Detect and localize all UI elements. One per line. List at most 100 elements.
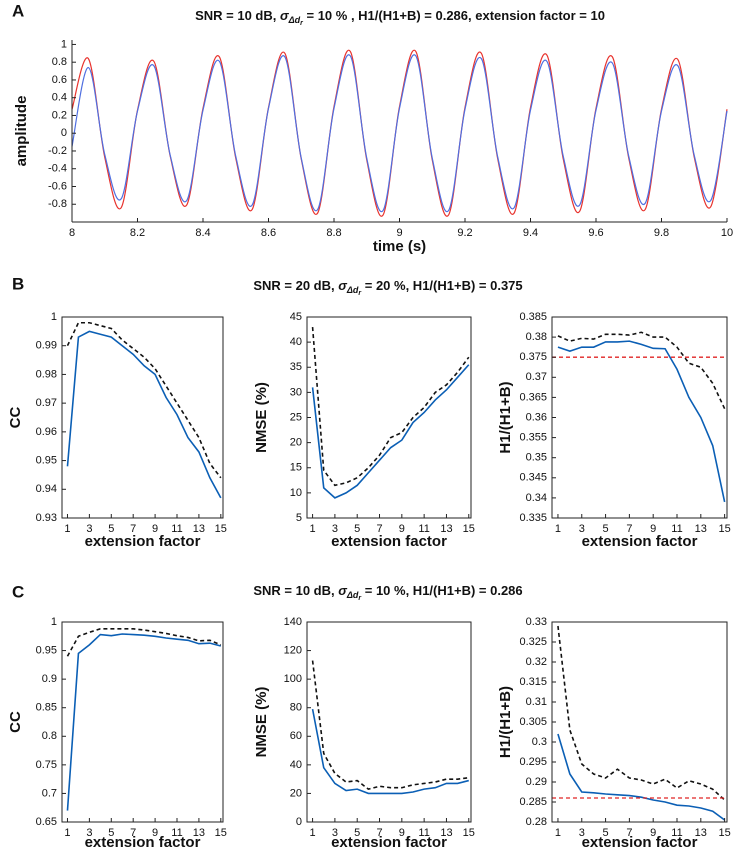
data-line [66,633,222,811]
data-line [557,340,726,503]
x-tick-label: 13 [695,827,707,839]
x-tick-label: 11 [418,827,429,839]
x-axis-label: extension factor [331,533,447,550]
y-tick-label: -0.6 [48,180,67,192]
x-tick-label: 3 [579,827,585,839]
y-tick-label: 0.385 [519,311,547,323]
x-axis-label: extension factor [582,533,698,550]
y-tick-label: 0.355 [519,432,547,444]
y-tick-label: -0.8 [48,198,67,210]
x-tick-label: 1 [64,523,70,535]
y-tick-label: 0.28 [526,816,547,828]
data-line [311,364,470,499]
y-tick-label: 0.285 [519,796,547,808]
x-tick-label: 13 [440,523,452,535]
y-tick-label: 0.335 [519,512,547,524]
title-part: = 10 % , H1/(H1+B) = 0.286, extension fa… [303,8,605,23]
y-tick-label: 0.98 [36,368,57,380]
title-part: σ [280,8,290,23]
data-line [71,49,728,217]
x-tick-label: 1 [310,827,316,839]
y-tick-label: 40 [290,336,302,348]
x-tick-label: 7 [130,523,136,535]
chart-title: SNR = 10 dB, σΔdr = 10 % , H1/(H1+B) = 0… [195,8,605,26]
y-tick-label: 0.8 [42,730,57,742]
x-tick-label: 1 [555,523,561,535]
x-tick-label: 5 [354,827,360,839]
y-tick-label: 0.96 [36,426,57,438]
y-tick-label: 0.295 [519,756,547,768]
y-axis-label: NMSE (%) [253,687,270,758]
y-tick-label: 1 [51,311,57,323]
x-tick-label: 7 [626,827,632,839]
data-line [557,331,726,409]
y-tick-label: -0.4 [48,163,67,175]
data-line [311,326,470,487]
x-tick-label: 11 [418,523,429,535]
x-axis-label: extension factor [331,834,447,851]
x-tick-label: 11 [171,827,182,839]
y-tick-label: 0 [61,127,67,139]
data-line [557,733,726,821]
x-tick-label: 9.2 [457,227,472,239]
x-tick-label: 13 [695,523,707,535]
y-tick-label: 0.38 [526,331,547,343]
y-tick-label: 0.36 [526,411,547,423]
panel-label: B [12,274,24,293]
x-tick-label: 3 [86,523,92,535]
title-part: r [358,290,362,297]
y-tick-label: 0.94 [36,483,57,495]
panel-label: A [12,1,24,20]
chart-title: SNR = 10 dB, σΔdr = 10 %, H1/(H1+B) = 0.… [253,583,522,601]
data-line [66,628,222,657]
x-tick-label: 15 [718,827,730,839]
title-part: σ [338,583,348,598]
y-tick-label: 40 [290,759,302,771]
axes-box [61,621,224,823]
y-tick-label: 0.345 [519,472,547,484]
y-tick-label: 0.32 [526,656,547,668]
x-tick-label: 9.6 [588,227,603,239]
y-tick-label: 140 [284,616,302,628]
title-part: σ [338,278,348,293]
x-tick-label: 5 [108,523,114,535]
y-tick-label: 0.8 [52,56,67,68]
y-tick-label: 0.31 [526,696,547,708]
x-tick-label: 1 [64,827,70,839]
x-tick-label: 9 [152,827,158,839]
x-tick-label: 11 [171,523,182,535]
y-tick-label: 30 [290,386,302,398]
y-tick-label: 0.6 [52,74,67,86]
x-tick-label: 10 [721,227,733,239]
y-tick-label: 0.35 [526,452,547,464]
y-tick-label: 35 [290,361,302,373]
x-tick-label: 15 [215,523,227,535]
y-tick-label: 0.3 [532,736,547,748]
x-tick-label: 3 [579,523,585,535]
axes-box [551,621,728,823]
y-axis-label: amplitude [13,96,30,167]
x-tick-label: 7 [130,827,136,839]
x-tick-label: 9 [399,523,405,535]
y-tick-label: 0.95 [36,454,57,466]
y-tick-label: 0.33 [526,616,547,628]
x-tick-label: 8.4 [195,227,210,239]
x-tick-label: 8 [69,227,75,239]
x-tick-label: 9 [650,827,656,839]
y-tick-label: 0.97 [36,397,57,409]
x-axis-label: extension factor [85,533,201,550]
y-tick-label: 0 [296,816,302,828]
y-tick-label: 0.75 [36,759,57,771]
title-part: Δd [288,15,301,25]
y-tick-label: 120 [284,644,302,656]
x-tick-label: 7 [376,523,382,535]
y-tick-label: 25 [290,411,302,423]
y-tick-label: 0.85 [36,702,57,714]
y-tick-label: 10 [290,487,302,499]
axes-box [306,316,472,519]
y-tick-label: 0.99 [36,340,57,352]
y-tick-label: -0.2 [48,145,67,157]
y-tick-label: 0.9 [42,673,57,685]
y-axis-label: NMSE (%) [253,382,270,453]
y-tick-label: 60 [290,730,302,742]
